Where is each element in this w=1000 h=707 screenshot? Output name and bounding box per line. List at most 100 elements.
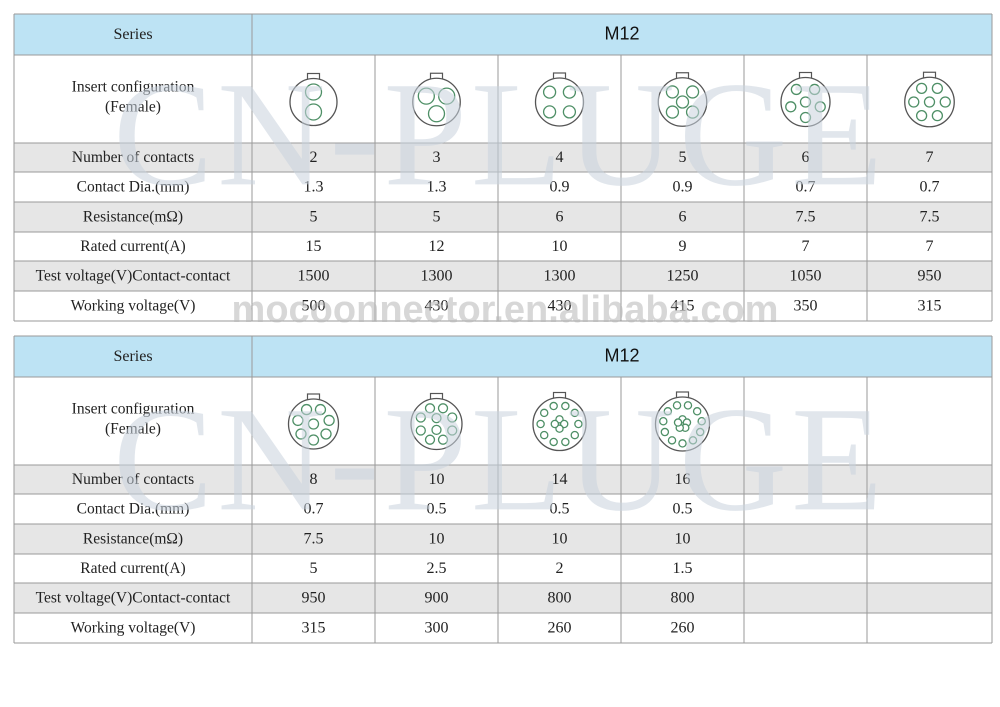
watermark: CN-PLUGE	[113, 376, 887, 542]
pin	[539, 430, 549, 440]
cell-value: 6	[679, 209, 687, 226]
header-row	[14, 14, 992, 55]
pin	[672, 401, 682, 410]
pin	[427, 105, 446, 123]
pin	[314, 403, 327, 416]
pin	[785, 101, 797, 113]
row-bg	[14, 291, 992, 321]
pin	[808, 83, 821, 96]
cell-value: 1500	[298, 268, 330, 285]
cell-value: 16	[675, 471, 691, 488]
cell-value: 800	[548, 590, 572, 607]
pin	[424, 434, 436, 445]
insert-icon	[412, 72, 461, 127]
pin	[447, 425, 458, 436]
insert-outline	[410, 397, 463, 451]
cell-value: 0.5	[673, 501, 693, 518]
row-bg	[14, 143, 992, 172]
cell-value: 2.5	[427, 560, 447, 577]
cell-value: 0.9	[673, 179, 693, 196]
pin	[438, 87, 456, 105]
cell-value: 950	[302, 590, 326, 607]
pin	[799, 111, 812, 124]
pin	[542, 85, 557, 99]
row-label: Rated current(A)	[80, 560, 185, 577]
row-label: Test voltage(V)Contact-contact	[36, 590, 231, 607]
insert-label: Insert configuration	[72, 79, 195, 96]
pin	[697, 416, 706, 426]
series-label: Series	[113, 348, 152, 365]
pin	[915, 82, 928, 95]
cell-value: 0.7	[796, 179, 816, 196]
row-label: Test voltage(V)Contact-contact	[36, 268, 231, 285]
row-bg	[14, 583, 992, 613]
cell-value: 5	[433, 209, 441, 226]
cell-value: 12	[429, 238, 445, 255]
pin	[542, 105, 557, 119]
cell-value: 315	[918, 298, 942, 315]
pin	[685, 105, 700, 119]
cell-value: 14	[552, 471, 568, 488]
cell-value: 10	[552, 238, 568, 255]
insert-label: (Female)	[105, 421, 161, 438]
pin	[673, 418, 683, 427]
pin	[550, 419, 560, 429]
pin	[417, 87, 435, 105]
row-bg	[14, 554, 992, 583]
insert-outline	[289, 77, 338, 127]
pin	[431, 424, 442, 436]
cell-value: 415	[671, 298, 695, 315]
cell-value: 7.5	[796, 209, 816, 226]
pin	[561, 437, 570, 447]
series-value: M12	[604, 23, 639, 43]
pin	[667, 436, 677, 445]
pin	[431, 412, 442, 424]
pin	[931, 109, 944, 122]
pin	[304, 103, 323, 121]
pin	[570, 408, 580, 418]
cell-value: 2	[310, 149, 318, 166]
series-value: M12	[604, 345, 639, 365]
cell-value: 0.7	[920, 179, 940, 196]
pin	[415, 412, 426, 423]
insert-icon	[410, 392, 463, 451]
pin	[931, 82, 944, 95]
cell-value: 5	[310, 209, 318, 226]
insert-icon	[657, 72, 708, 127]
pin	[659, 416, 668, 426]
pin	[660, 427, 670, 437]
cell-value: 1050	[790, 268, 822, 285]
pin	[549, 401, 558, 411]
pin	[665, 85, 680, 99]
row-bg	[14, 613, 992, 643]
pin	[300, 403, 313, 416]
pin	[688, 436, 698, 445]
cell-value: 8	[310, 471, 318, 488]
pin	[695, 427, 705, 437]
pin	[923, 96, 936, 108]
cell-value: 260	[671, 620, 695, 637]
row-label: Resistance(mΩ)	[83, 531, 183, 548]
cell-value: 300	[425, 620, 449, 637]
watermark: CN-PLUGE	[113, 51, 887, 217]
cell-value: 0.5	[427, 501, 447, 518]
pin	[675, 95, 690, 109]
cell-value: 0.9	[550, 179, 570, 196]
row-bg	[14, 232, 992, 261]
cell-value: 1250	[667, 268, 699, 285]
pin	[562, 105, 577, 119]
row-bg	[14, 261, 992, 291]
insert-icon	[534, 72, 585, 127]
pin	[320, 428, 332, 440]
pin	[323, 414, 335, 427]
insert-icon	[287, 393, 340, 450]
cell-value: 5	[310, 560, 318, 577]
watermark-site: mocoonnector.en.alibaba.com	[232, 289, 779, 331]
pin	[574, 419, 583, 429]
cell-value: 800	[671, 590, 695, 607]
cell-value: 430	[548, 298, 572, 315]
row-label: Rated current(A)	[80, 238, 185, 255]
insert-icon	[904, 71, 955, 128]
pin	[814, 101, 826, 113]
pin	[415, 425, 426, 436]
